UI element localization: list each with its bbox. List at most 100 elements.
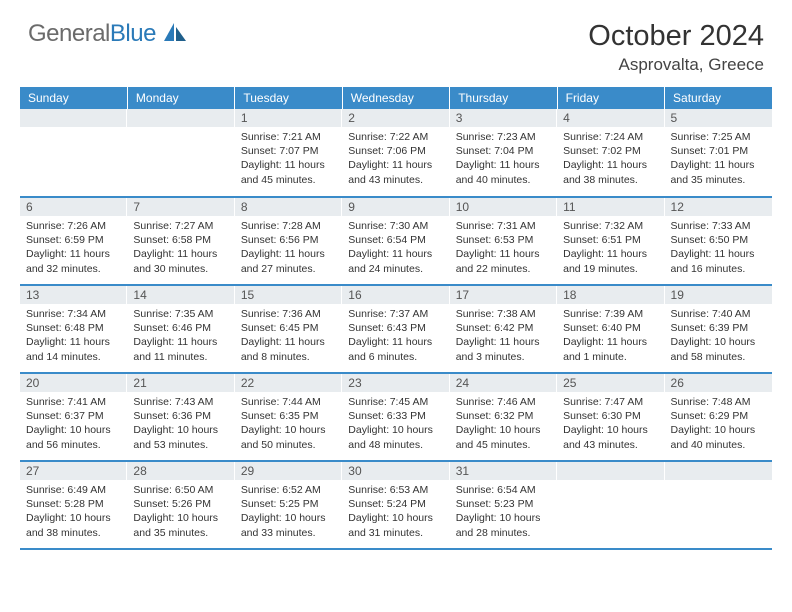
daylight-text: Daylight: 10 hours and 43 minutes. [563, 423, 658, 451]
sunset-text: Sunset: 6:39 PM [671, 321, 766, 335]
day-number: 16 [342, 286, 449, 304]
sunset-text: Sunset: 7:02 PM [563, 144, 658, 158]
sunrise-text: Sunrise: 6:53 AM [348, 483, 443, 497]
day-body: Sunrise: 7:43 AMSunset: 6:36 PMDaylight:… [127, 392, 234, 456]
sunset-text: Sunset: 5:28 PM [26, 497, 121, 511]
daylight-text: Daylight: 11 hours and 40 minutes. [456, 158, 551, 186]
header: GeneralBlue October 2024 Asprovalta, Gre… [0, 0, 792, 83]
day-number: 3 [450, 109, 557, 127]
sunset-text: Sunset: 6:32 PM [456, 409, 551, 423]
day-number: 21 [127, 374, 234, 392]
sunrise-text: Sunrise: 7:22 AM [348, 130, 443, 144]
day-number: 8 [235, 198, 342, 216]
sunset-text: Sunset: 6:58 PM [133, 233, 228, 247]
day-number: 28 [127, 462, 234, 480]
daylight-text: Daylight: 11 hours and 30 minutes. [133, 247, 228, 275]
weekday-header: Saturday [665, 87, 772, 109]
day-number: 6 [20, 198, 127, 216]
day-number: 12 [665, 198, 772, 216]
day-number: 26 [665, 374, 772, 392]
day-body: Sunrise: 6:53 AMSunset: 5:24 PMDaylight:… [342, 480, 449, 544]
day-number: 25 [557, 374, 664, 392]
sunset-text: Sunset: 6:43 PM [348, 321, 443, 335]
calendar-day-cell: 9Sunrise: 7:30 AMSunset: 6:54 PMDaylight… [342, 197, 449, 285]
calendar-day-cell: 28Sunrise: 6:50 AMSunset: 5:26 PMDayligh… [127, 461, 234, 549]
weekday-header: Tuesday [235, 87, 342, 109]
calendar-week-row: 27Sunrise: 6:49 AMSunset: 5:28 PMDayligh… [20, 461, 772, 549]
sunrise-text: Sunrise: 6:54 AM [456, 483, 551, 497]
sunset-text: Sunset: 6:33 PM [348, 409, 443, 423]
daylight-text: Daylight: 11 hours and 3 minutes. [456, 335, 551, 363]
sunrise-text: Sunrise: 6:49 AM [26, 483, 121, 497]
day-body: Sunrise: 7:30 AMSunset: 6:54 PMDaylight:… [342, 216, 449, 280]
calendar-day-cell: 4Sunrise: 7:24 AMSunset: 7:02 PMDaylight… [557, 109, 664, 197]
title-block: October 2024 Asprovalta, Greece [588, 20, 764, 75]
daylight-text: Daylight: 11 hours and 8 minutes. [241, 335, 336, 363]
daylight-text: Daylight: 11 hours and 22 minutes. [456, 247, 551, 275]
calendar-week-row: 1Sunrise: 7:21 AMSunset: 7:07 PMDaylight… [20, 109, 772, 197]
calendar-day-cell: 8Sunrise: 7:28 AMSunset: 6:56 PMDaylight… [235, 197, 342, 285]
day-body: Sunrise: 7:45 AMSunset: 6:33 PMDaylight:… [342, 392, 449, 456]
month-title: October 2024 [588, 20, 764, 53]
logo-text-general: General [28, 20, 110, 47]
day-body: Sunrise: 7:21 AMSunset: 7:07 PMDaylight:… [235, 127, 342, 191]
calendar-day-cell: 2Sunrise: 7:22 AMSunset: 7:06 PMDaylight… [342, 109, 449, 197]
logo: GeneralBlue [28, 20, 188, 48]
calendar-day-cell: 3Sunrise: 7:23 AMSunset: 7:04 PMDaylight… [450, 109, 557, 197]
day-body: Sunrise: 6:50 AMSunset: 5:26 PMDaylight:… [127, 480, 234, 544]
calendar-day-cell: 21Sunrise: 7:43 AMSunset: 6:36 PMDayligh… [127, 373, 234, 461]
daylight-text: Daylight: 10 hours and 53 minutes. [133, 423, 228, 451]
sunset-text: Sunset: 6:36 PM [133, 409, 228, 423]
sunset-text: Sunset: 6:30 PM [563, 409, 658, 423]
calendar-day-cell [127, 109, 234, 197]
daylight-text: Daylight: 10 hours and 58 minutes. [671, 335, 766, 363]
day-body: Sunrise: 7:39 AMSunset: 6:40 PMDaylight:… [557, 304, 664, 368]
day-number: 24 [450, 374, 557, 392]
day-number: 19 [665, 286, 772, 304]
sunset-text: Sunset: 5:24 PM [348, 497, 443, 511]
day-body: Sunrise: 7:22 AMSunset: 7:06 PMDaylight:… [342, 127, 449, 191]
sunset-text: Sunset: 6:29 PM [671, 409, 766, 423]
daylight-text: Daylight: 10 hours and 35 minutes. [133, 511, 228, 539]
sunrise-text: Sunrise: 7:43 AM [133, 395, 228, 409]
day-body: Sunrise: 7:40 AMSunset: 6:39 PMDaylight:… [665, 304, 772, 368]
sunset-text: Sunset: 6:53 PM [456, 233, 551, 247]
sunset-text: Sunset: 6:46 PM [133, 321, 228, 335]
sunset-text: Sunset: 7:07 PM [241, 144, 336, 158]
sunrise-text: Sunrise: 7:45 AM [348, 395, 443, 409]
calendar-day-cell: 19Sunrise: 7:40 AMSunset: 6:39 PMDayligh… [665, 285, 772, 373]
location-label: Asprovalta, Greece [588, 55, 764, 75]
calendar-day-cell: 18Sunrise: 7:39 AMSunset: 6:40 PMDayligh… [557, 285, 664, 373]
sunrise-text: Sunrise: 7:26 AM [26, 219, 121, 233]
day-body: Sunrise: 7:25 AMSunset: 7:01 PMDaylight:… [665, 127, 772, 191]
sunset-text: Sunset: 6:35 PM [241, 409, 336, 423]
calendar-week-row: 20Sunrise: 7:41 AMSunset: 6:37 PMDayligh… [20, 373, 772, 461]
day-body: Sunrise: 7:23 AMSunset: 7:04 PMDaylight:… [450, 127, 557, 191]
day-number: 20 [20, 374, 127, 392]
calendar-day-cell: 24Sunrise: 7:46 AMSunset: 6:32 PMDayligh… [450, 373, 557, 461]
day-number: 13 [20, 286, 127, 304]
day-body: Sunrise: 6:49 AMSunset: 5:28 PMDaylight:… [20, 480, 127, 544]
sunrise-text: Sunrise: 6:50 AM [133, 483, 228, 497]
day-body: Sunrise: 7:44 AMSunset: 6:35 PMDaylight:… [235, 392, 342, 456]
daylight-text: Daylight: 11 hours and 16 minutes. [671, 247, 766, 275]
weekday-header-row: Sunday Monday Tuesday Wednesday Thursday… [20, 87, 772, 109]
sunrise-text: Sunrise: 7:30 AM [348, 219, 443, 233]
sunset-text: Sunset: 6:51 PM [563, 233, 658, 247]
sunrise-text: Sunrise: 7:38 AM [456, 307, 551, 321]
sunrise-text: Sunrise: 7:44 AM [241, 395, 336, 409]
day-body: Sunrise: 7:47 AMSunset: 6:30 PMDaylight:… [557, 392, 664, 456]
sunset-text: Sunset: 6:48 PM [26, 321, 121, 335]
daylight-text: Daylight: 10 hours and 50 minutes. [241, 423, 336, 451]
sunset-text: Sunset: 6:54 PM [348, 233, 443, 247]
day-number: 5 [665, 109, 772, 127]
sunset-text: Sunset: 5:25 PM [241, 497, 336, 511]
daylight-text: Daylight: 10 hours and 33 minutes. [241, 511, 336, 539]
sunrise-text: Sunrise: 7:40 AM [671, 307, 766, 321]
day-body: Sunrise: 7:28 AMSunset: 6:56 PMDaylight:… [235, 216, 342, 280]
weekday-header: Wednesday [342, 87, 449, 109]
sunset-text: Sunset: 7:04 PM [456, 144, 551, 158]
day-number: 2 [342, 109, 449, 127]
day-number [665, 462, 772, 480]
sunrise-text: Sunrise: 7:28 AM [241, 219, 336, 233]
